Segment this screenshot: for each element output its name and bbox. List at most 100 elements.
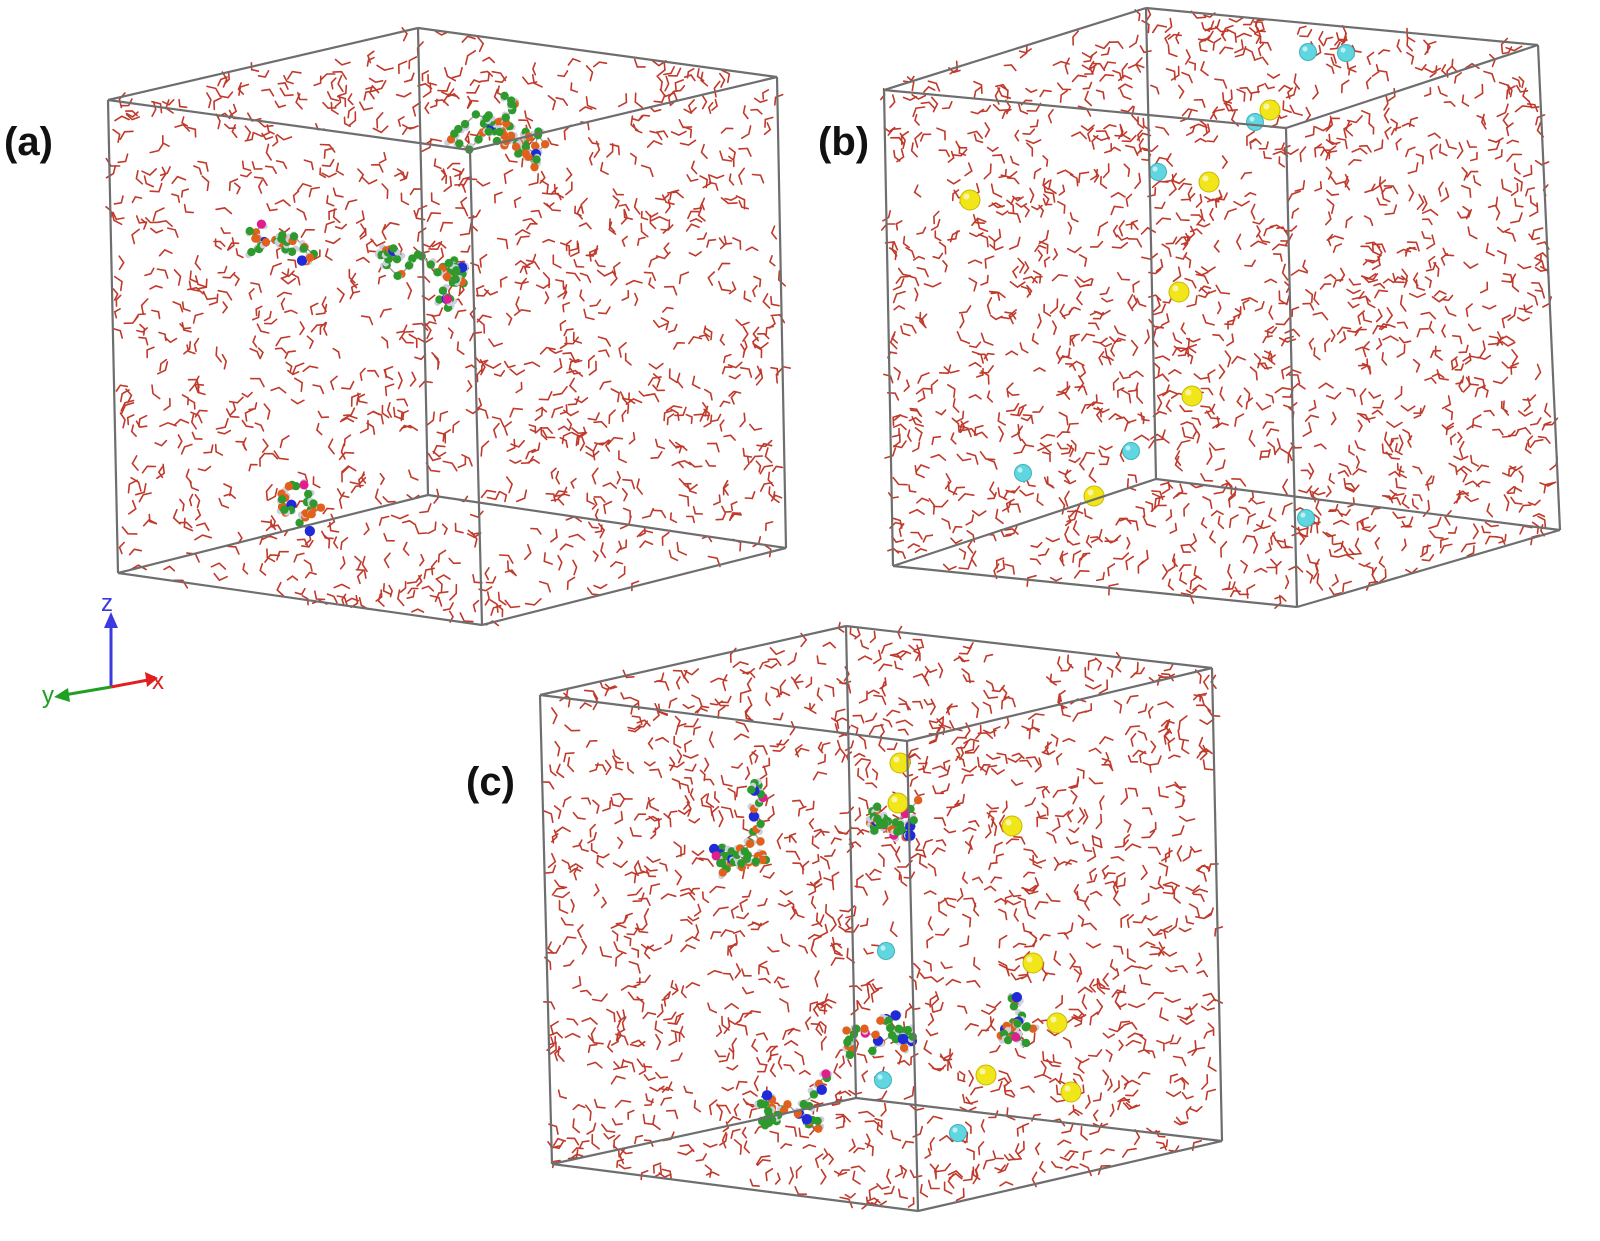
water-molecule — [624, 871, 640, 876]
water-molecule — [1420, 311, 1437, 320]
water-molecule — [1165, 399, 1172, 412]
water-molecule — [1023, 261, 1030, 275]
water-molecule — [591, 467, 599, 485]
water-molecule — [1010, 779, 1024, 787]
water-molecule — [585, 65, 594, 82]
water-molecule — [618, 342, 627, 358]
water-molecule — [895, 650, 912, 656]
water-molecule — [1455, 375, 1465, 385]
water-molecule — [1014, 1048, 1026, 1059]
water-molecule — [714, 698, 729, 707]
water-molecule — [1081, 994, 1088, 1010]
water-molecule — [671, 778, 682, 790]
water-molecule — [1098, 679, 1109, 695]
water-molecule — [1200, 387, 1214, 396]
water-molecule — [466, 532, 482, 539]
water-molecule — [964, 1121, 972, 1134]
water-molecule — [588, 248, 599, 262]
water-molecule — [1066, 511, 1078, 523]
water-molecule — [1153, 373, 1170, 382]
water-molecule — [1278, 290, 1288, 306]
water-molecule — [665, 199, 671, 214]
water-molecule — [1253, 353, 1262, 369]
water-molecule — [775, 367, 783, 384]
water-molecule — [1130, 661, 1139, 679]
water-molecule — [1220, 540, 1228, 558]
water-molecule — [261, 132, 274, 141]
water-molecule — [496, 237, 509, 250]
water-molecule — [1038, 548, 1050, 557]
polymer-carbon-atom — [742, 854, 751, 864]
water-molecule — [1202, 314, 1215, 326]
water-molecule — [1081, 64, 1097, 71]
axis-label-x: x — [152, 668, 164, 695]
water-molecule — [217, 289, 233, 301]
water-molecule — [1319, 283, 1332, 290]
water-molecule — [769, 739, 783, 748]
water-molecule — [293, 552, 305, 563]
water-molecule — [280, 277, 296, 285]
water-molecule — [820, 998, 837, 1006]
water-molecule — [824, 848, 836, 857]
water-molecule — [1138, 750, 1146, 763]
water-molecule — [585, 450, 600, 458]
water-molecule — [717, 262, 731, 271]
water-molecule — [1036, 810, 1048, 820]
water-molecule — [612, 860, 628, 869]
water-molecule — [436, 431, 447, 444]
water-molecule — [250, 282, 262, 293]
water-molecule — [257, 179, 263, 194]
water-molecule — [611, 1118, 623, 1126]
water-molecule — [938, 765, 951, 778]
water-molecule — [688, 251, 702, 257]
water-molecule — [217, 429, 232, 435]
water-molecule — [1164, 17, 1173, 33]
water-molecule — [1155, 258, 1164, 272]
water-molecule — [857, 767, 865, 781]
water-molecule — [1180, 235, 1189, 246]
water-molecule — [163, 397, 171, 411]
water-molecule — [1061, 307, 1073, 318]
water-molecule — [895, 220, 903, 231]
water-molecule — [937, 662, 944, 679]
water-molecule — [935, 928, 950, 936]
water-molecule — [683, 669, 690, 684]
box-edge — [106, 99, 120, 574]
water-molecule — [1224, 350, 1232, 368]
water-molecule — [1441, 324, 1446, 338]
water-molecule — [1358, 144, 1372, 153]
water-molecule — [1458, 344, 1469, 354]
water-molecule — [1040, 1060, 1047, 1077]
water-molecule — [1412, 494, 1423, 502]
water-molecule — [1033, 167, 1042, 180]
water-molecule — [1200, 473, 1214, 482]
water-molecule — [1281, 263, 1289, 281]
water-molecule — [1416, 193, 1425, 210]
water-molecule — [1433, 262, 1440, 277]
water-molecule — [150, 227, 164, 234]
water-molecule — [263, 318, 278, 325]
water-molecule — [754, 365, 762, 380]
water-molecule — [138, 414, 148, 428]
water-molecule — [1336, 32, 1345, 44]
water-molecule — [1316, 573, 1324, 591]
water-molecule — [1421, 218, 1433, 226]
water-molecule — [893, 414, 908, 421]
polymer-nitrogen-atom — [816, 1084, 827, 1096]
water-molecule — [968, 277, 978, 292]
water-molecule — [1087, 127, 1094, 142]
water-molecule — [1180, 592, 1195, 604]
water-molecule — [340, 443, 346, 460]
water-molecule — [998, 1070, 1012, 1083]
water-molecule — [998, 425, 1005, 443]
water-molecule — [277, 82, 289, 90]
water-molecule — [914, 427, 923, 442]
water-molecule — [1008, 503, 1021, 513]
water-molecule — [1062, 737, 1076, 743]
water-molecule — [585, 740, 598, 748]
water-molecule — [820, 1168, 827, 1185]
polymer-carbon-atom — [887, 1031, 897, 1040]
water-molecule — [554, 879, 568, 889]
water-molecule — [683, 718, 699, 728]
water-molecule — [780, 933, 791, 947]
